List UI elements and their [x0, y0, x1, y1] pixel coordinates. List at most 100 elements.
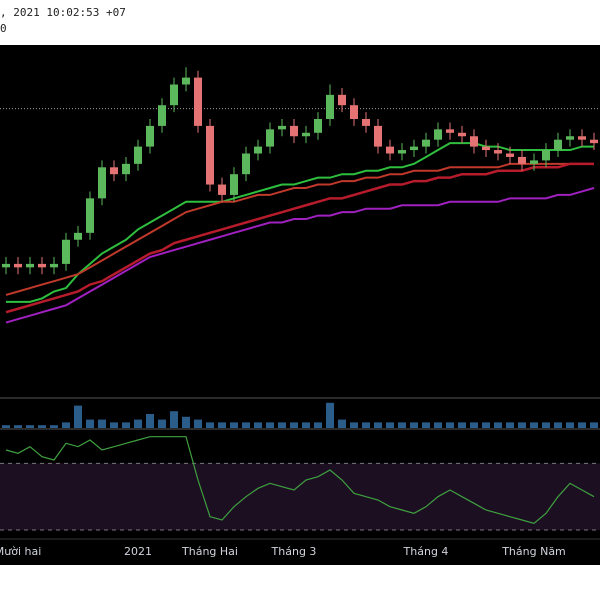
candle-body — [38, 263, 46, 268]
candle-body — [326, 94, 334, 119]
header-time: , 2021 10:02:53 +07 — [0, 6, 126, 19]
x-tick-label: Tháng Năm — [501, 545, 566, 558]
volume-bar — [50, 425, 58, 428]
volume-bar — [374, 422, 382, 428]
candle-body — [26, 263, 34, 268]
volume-bar — [86, 419, 94, 428]
volume-bar — [290, 422, 298, 428]
candle-body — [146, 125, 154, 147]
x-tick-label: Tháng 3 — [271, 545, 317, 558]
rsi-line — [5, 436, 595, 524]
candle-body — [158, 105, 166, 126]
volume-bar — [62, 422, 70, 428]
volume-bar — [2, 425, 10, 428]
volume-bar — [182, 416, 190, 428]
volume-bar — [494, 422, 502, 428]
volume-bar — [254, 422, 262, 428]
candle-body — [230, 174, 238, 195]
rsi-band — [0, 463, 600, 530]
x-tick-label: Mười hai — [0, 545, 41, 558]
volume-bar — [410, 422, 418, 428]
volume-bar — [326, 402, 334, 428]
volume-bar — [146, 414, 154, 428]
candle-body — [422, 139, 430, 147]
candle-body — [170, 84, 178, 106]
candle-body — [182, 77, 190, 85]
x-tick-label: 2021 — [124, 545, 152, 558]
volume-bar — [38, 425, 46, 428]
candle-body — [278, 125, 286, 130]
volume-bar — [338, 419, 346, 428]
candle-body — [206, 125, 214, 185]
volume-bar — [434, 422, 442, 428]
candle-body — [386, 146, 394, 154]
volume-bar — [446, 422, 454, 428]
candle-body — [530, 160, 538, 164]
volume-bar — [74, 405, 82, 428]
header-info: 0 — [0, 22, 7, 35]
volume-bar — [566, 422, 574, 428]
volume-bar — [590, 422, 598, 428]
volume-bar — [530, 422, 538, 428]
candle-body — [434, 129, 442, 140]
volume-bar — [518, 422, 526, 428]
candle-body — [218, 184, 226, 195]
volume-bar — [506, 422, 514, 428]
volume-bar — [218, 422, 226, 428]
volume-bar — [26, 425, 34, 428]
candle-body — [350, 105, 358, 119]
volume-bar — [14, 425, 22, 428]
candle-body — [50, 263, 58, 268]
candle-body — [266, 129, 274, 147]
candle-body — [446, 129, 454, 133]
volume-bar — [266, 422, 274, 428]
indicator-line — [5, 162, 594, 314]
candle-body — [62, 239, 70, 264]
candle-body — [470, 136, 478, 147]
candle-body — [566, 136, 574, 140]
candle-body — [86, 198, 94, 233]
candle-body — [506, 153, 514, 157]
volume-bar — [134, 419, 142, 428]
volume-bar — [278, 422, 286, 428]
volume-bar — [242, 422, 250, 428]
candle-body — [578, 136, 586, 140]
candle-body — [302, 132, 310, 137]
volume-bar — [422, 422, 430, 428]
indicator-line — [5, 162, 594, 296]
candle-body — [110, 167, 118, 175]
x-tick-label: Tháng 4 — [403, 545, 449, 558]
volume-bar — [98, 419, 106, 428]
volume-bar — [350, 422, 358, 428]
candle-body — [74, 232, 82, 240]
indicator-line — [6, 142, 594, 303]
candle-body — [482, 146, 490, 151]
volume-bar — [314, 422, 322, 428]
volume-bar — [170, 411, 178, 428]
indicator-line — [5, 187, 595, 324]
candle-body — [410, 146, 418, 151]
volume-bar — [230, 422, 238, 428]
volume-bar — [206, 422, 214, 428]
candle-body — [314, 119, 322, 133]
volume-bar — [302, 422, 310, 428]
volume-bar — [482, 422, 490, 428]
candle-body — [494, 150, 502, 154]
candle-body — [122, 163, 130, 175]
candle-body — [290, 125, 298, 137]
volume-bar — [470, 422, 478, 428]
volume-bar — [362, 422, 370, 428]
candle-body — [242, 153, 250, 175]
candle-body — [554, 139, 562, 151]
volume-bar — [554, 422, 562, 428]
volume-bar — [542, 422, 550, 428]
candle-body — [254, 146, 262, 154]
candle-body — [194, 77, 202, 126]
candle-body — [374, 125, 382, 147]
x-tick-label: Tháng Hai — [181, 545, 238, 558]
candle-body — [14, 263, 22, 268]
volume-bar — [122, 422, 130, 428]
volume-bar — [578, 422, 586, 428]
candle-body — [134, 146, 142, 164]
